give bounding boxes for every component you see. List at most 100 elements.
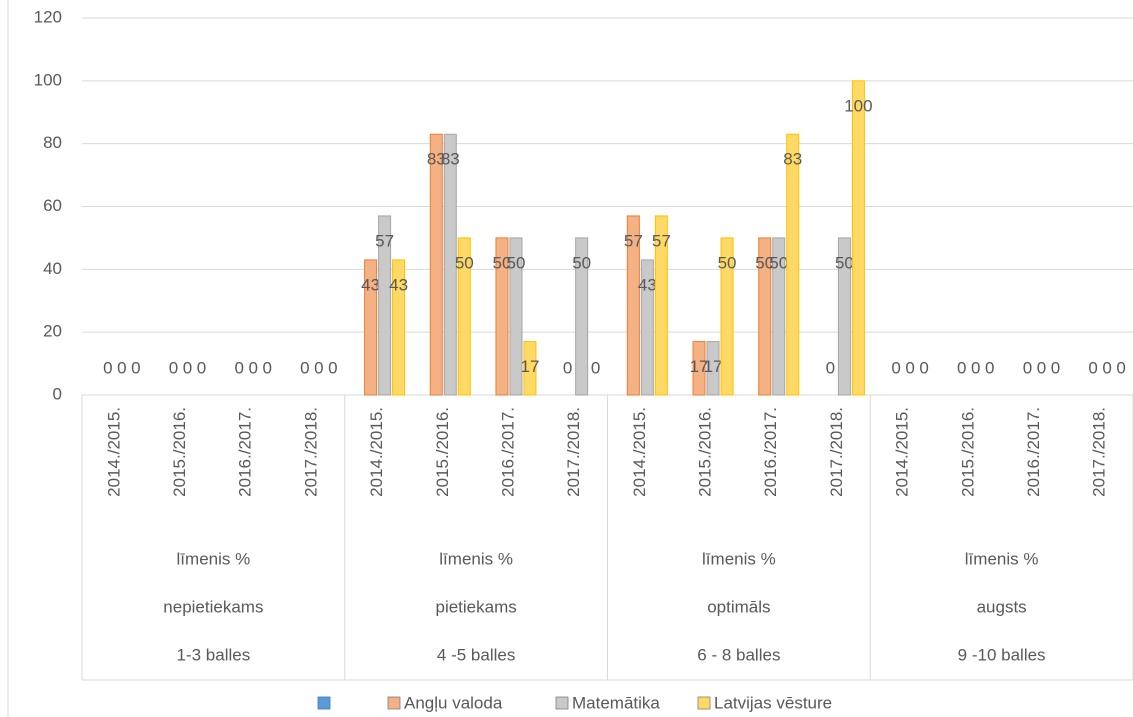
- bar: [429, 133, 443, 396]
- data-label: 43: [389, 275, 408, 294]
- legend-swatch: [555, 696, 569, 710]
- y-tick-label: 20: [43, 322, 62, 341]
- data-label: 83: [783, 150, 802, 169]
- data-label: 83: [441, 150, 460, 169]
- group-label: pietiekams: [435, 597, 516, 616]
- data-label: 0: [131, 358, 140, 377]
- bar: [720, 237, 734, 396]
- data-label: 17: [690, 357, 709, 376]
- data-label: 0: [957, 358, 966, 377]
- bar: [758, 237, 772, 396]
- group-label: nepietiekams: [163, 597, 263, 616]
- data-label: 0: [1023, 358, 1032, 377]
- bar: [626, 215, 640, 396]
- data-label: 57: [375, 231, 394, 250]
- bar: [495, 237, 509, 396]
- legend-swatch: [697, 696, 711, 710]
- data-label: 0: [117, 358, 126, 377]
- data-label: 0: [234, 358, 243, 377]
- data-label: 0: [169, 358, 178, 377]
- data-label: 50: [493, 253, 512, 272]
- bar: [786, 133, 800, 396]
- x-tick-label: 2017./2018.: [301, 407, 320, 497]
- group-label: 6 - 8 balles: [697, 645, 780, 664]
- data-label: 0: [314, 358, 323, 377]
- bar: [692, 341, 706, 396]
- legend-label: Latvijas vēsture: [714, 693, 832, 712]
- x-tick-label: 2017./2018.: [564, 407, 583, 497]
- group-label: līmenis %: [177, 549, 251, 568]
- group-label: 1-3 balles: [177, 645, 251, 664]
- bar: [575, 237, 589, 396]
- bar: [523, 341, 537, 396]
- data-label: 0: [1116, 358, 1125, 377]
- data-label: 0: [183, 358, 192, 377]
- x-tick-label: 2015./2016.: [696, 407, 715, 497]
- data-label: 50: [755, 253, 774, 272]
- x-tick-label: 2016./2017.: [498, 407, 517, 497]
- group-label: augsts: [977, 597, 1027, 616]
- data-label: 50: [769, 253, 788, 272]
- x-tick-label: 2015./2016.: [958, 407, 977, 497]
- data-label: 43: [638, 275, 657, 294]
- x-tick-label: 2017./2018.: [1090, 407, 1109, 497]
- data-label: 50: [718, 253, 737, 272]
- y-tick-label: 120: [34, 7, 62, 26]
- data-label: 0: [1051, 358, 1060, 377]
- y-tick-label: 100: [34, 70, 62, 89]
- data-label: 0: [1102, 358, 1111, 377]
- data-label: 0: [891, 358, 900, 377]
- bar: [851, 80, 865, 396]
- data-label: 0: [300, 358, 309, 377]
- bar: [706, 341, 720, 396]
- x-tick-label: 2014./2015.: [893, 407, 912, 497]
- bar: [509, 237, 523, 396]
- legend-label: Matemātika: [572, 693, 660, 712]
- data-label: 0: [248, 358, 257, 377]
- data-label: 0: [328, 358, 337, 377]
- data-label: 0: [262, 358, 271, 377]
- data-label: 0: [985, 358, 994, 377]
- x-tick-label: 2015./2016.: [170, 407, 189, 497]
- y-tick-label: 0: [53, 384, 62, 403]
- data-label: 50: [455, 253, 474, 272]
- group-label: līmenis %: [439, 549, 513, 568]
- group-label: 4 -5 balles: [437, 645, 515, 664]
- x-tick-label: 2016./2017.: [236, 407, 255, 497]
- data-label: 0: [919, 358, 928, 377]
- data-label: 0: [563, 358, 572, 377]
- group-label: optimāls: [707, 597, 770, 616]
- x-tick-label: 2014./2015.: [630, 407, 649, 497]
- bar: [457, 237, 471, 396]
- data-label: 100: [844, 96, 872, 115]
- y-tick-label: 80: [43, 133, 62, 152]
- x-tick-label: 2014./2015.: [104, 407, 123, 497]
- x-tick-label: 2015./2016.: [433, 407, 452, 497]
- bar: [654, 215, 668, 396]
- x-tick-label: 2014./2015.: [367, 407, 386, 497]
- x-tick-label: 2016./2017.: [1024, 407, 1043, 497]
- group-label: līmenis %: [965, 549, 1039, 568]
- bar: [640, 259, 654, 396]
- data-label: 0: [591, 358, 600, 377]
- data-label: 17: [521, 357, 540, 376]
- bar: [772, 237, 786, 396]
- bar: [443, 133, 457, 396]
- data-label: 57: [624, 231, 643, 250]
- legend-swatch: [317, 696, 331, 710]
- data-label: 43: [361, 275, 380, 294]
- bar: [378, 215, 392, 396]
- data-label: 0: [826, 358, 835, 377]
- data-label: 17: [704, 357, 723, 376]
- y-tick-label: 60: [43, 196, 62, 215]
- group-label: 9 -10 balles: [958, 645, 1046, 664]
- data-label: 0: [971, 358, 980, 377]
- data-label: 0: [905, 358, 914, 377]
- data-label: 0: [103, 358, 112, 377]
- group-label: līmenis %: [702, 549, 776, 568]
- data-label: 57: [652, 231, 671, 250]
- x-tick-label: 2017./2018.: [827, 407, 846, 497]
- legend-label: Angļu valoda: [404, 693, 503, 712]
- data-label: 50: [507, 253, 526, 272]
